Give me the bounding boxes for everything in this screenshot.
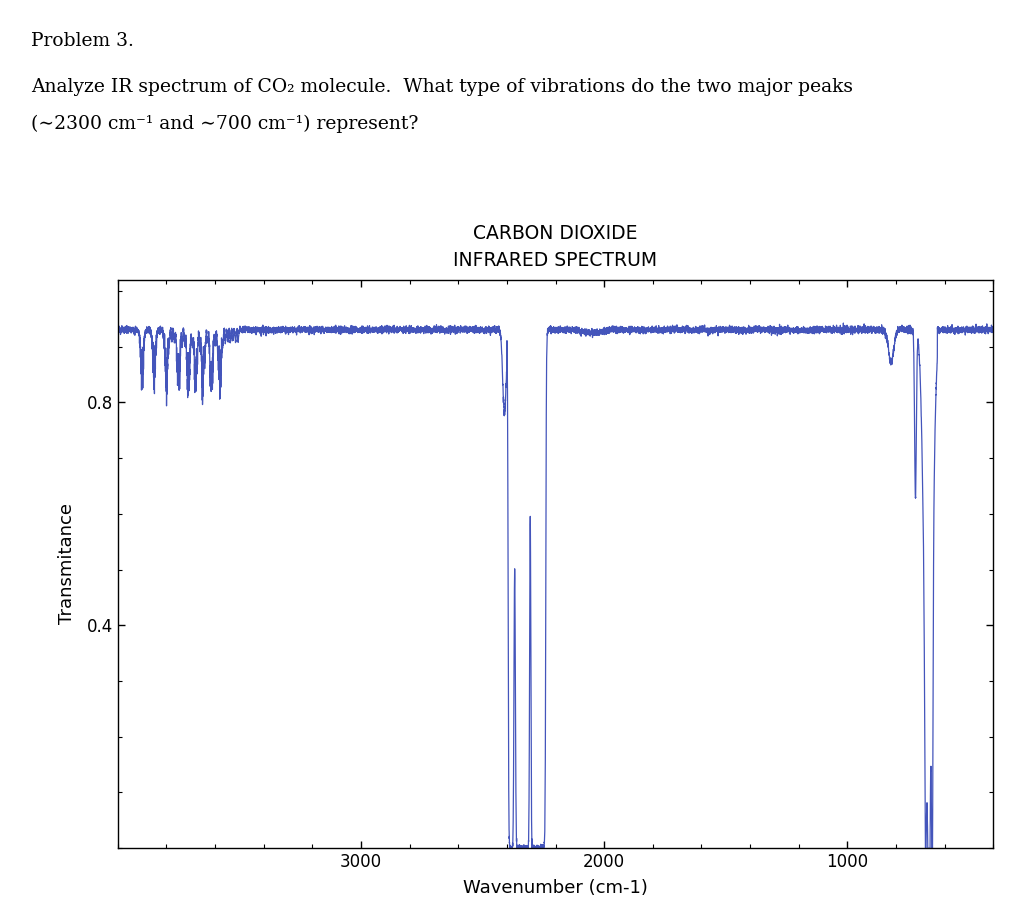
Text: (∼2300 cm⁻¹ and ∼700 cm⁻¹) represent?: (∼2300 cm⁻¹ and ∼700 cm⁻¹) represent?	[31, 115, 418, 133]
X-axis label: Wavenumber (cm-1): Wavenumber (cm-1)	[463, 879, 648, 898]
Title: CARBON DIOXIDE
INFRARED SPECTRUM: CARBON DIOXIDE INFRARED SPECTRUM	[454, 225, 657, 270]
Text: Problem 3.: Problem 3.	[31, 32, 133, 50]
Text: Analyze IR spectrum of CO₂ molecule.  What type of vibrations do the two major p: Analyze IR spectrum of CO₂ molecule. Wha…	[31, 78, 853, 96]
Y-axis label: Transmitance: Transmitance	[57, 503, 76, 624]
